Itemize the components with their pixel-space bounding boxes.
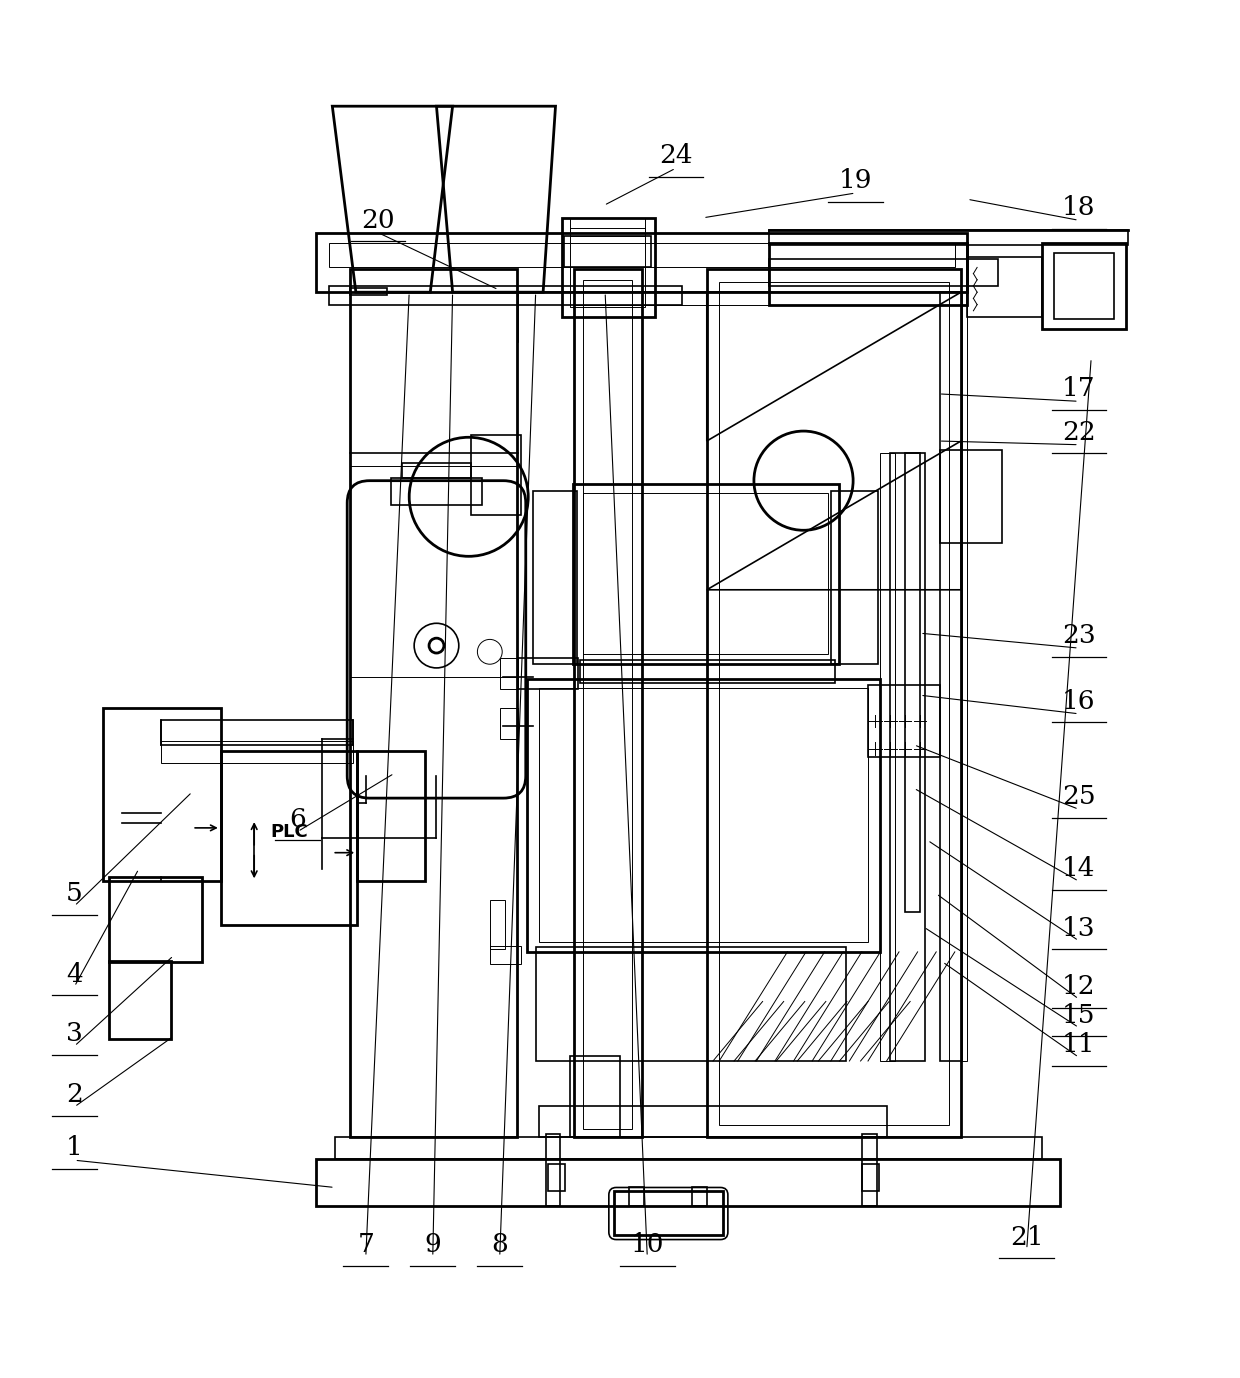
Bar [890, 453, 925, 1061]
Bar [316, 1159, 1060, 1206]
Bar [905, 453, 920, 912]
Bar [221, 751, 357, 925]
Bar [570, 227, 645, 307]
Text: 17: 17 [1061, 376, 1096, 401]
Text: 21: 21 [1009, 1225, 1044, 1250]
Bar [719, 282, 949, 1126]
Bar [1054, 252, 1114, 320]
Bar [862, 1164, 879, 1191]
Bar [329, 287, 682, 305]
Text: 16: 16 [1061, 689, 1096, 714]
Text: 5: 5 [66, 881, 83, 907]
Bar [161, 741, 353, 763]
Bar [161, 719, 353, 744]
Bar [769, 259, 998, 287]
Bar [880, 453, 895, 1061]
Bar [548, 1164, 565, 1191]
Bar [536, 947, 846, 1061]
Bar [573, 485, 839, 664]
Bar [583, 493, 828, 655]
Bar [357, 751, 425, 881]
Text: 3: 3 [66, 1021, 83, 1046]
Bar [471, 435, 521, 515]
Bar [402, 463, 471, 478]
Bar [580, 660, 835, 683]
Bar [103, 707, 221, 881]
Bar [350, 288, 387, 295]
Text: 11: 11 [1061, 1032, 1096, 1057]
Text: 14: 14 [1061, 856, 1096, 882]
Text: 8: 8 [491, 1232, 508, 1257]
Bar [109, 960, 171, 1039]
Text: 20: 20 [361, 208, 396, 233]
Bar [692, 1188, 707, 1206]
Bar [967, 258, 1042, 317]
Text: PLC: PLC [270, 823, 308, 841]
Bar [940, 292, 962, 1061]
Text: 25: 25 [1061, 784, 1096, 809]
Text: 4: 4 [66, 962, 83, 987]
Bar [769, 243, 967, 305]
Bar [350, 269, 517, 1137]
Text: 19: 19 [838, 168, 873, 193]
Text: 6: 6 [289, 806, 306, 832]
Bar [862, 1134, 877, 1206]
Text: 23: 23 [1061, 623, 1096, 648]
Bar [518, 659, 578, 689]
Bar [391, 478, 482, 506]
Bar [500, 707, 518, 739]
Bar [564, 237, 651, 267]
Bar [490, 945, 521, 965]
Text: 15: 15 [1061, 1003, 1096, 1028]
Text: 18: 18 [1061, 196, 1096, 220]
Text: 12: 12 [1061, 974, 1096, 999]
Bar [769, 230, 1128, 245]
Bar [570, 1056, 620, 1137]
Bar [1042, 243, 1126, 329]
Bar [500, 659, 518, 689]
Bar [574, 269, 642, 1137]
Bar [868, 685, 940, 757]
Bar [961, 292, 967, 1061]
Bar [707, 269, 961, 1137]
Text: 22: 22 [1061, 420, 1096, 445]
Bar [583, 280, 632, 1129]
Text: 1: 1 [66, 1135, 83, 1160]
Bar [539, 1105, 887, 1137]
Bar [316, 233, 967, 292]
Bar [614, 1191, 723, 1235]
Text: 2: 2 [66, 1082, 83, 1107]
Bar [335, 1137, 1042, 1159]
Bar [109, 878, 202, 962]
Text: 24: 24 [658, 143, 693, 168]
Bar [539, 688, 868, 943]
Bar [546, 1134, 560, 1206]
Bar [490, 900, 505, 949]
Bar [562, 218, 655, 317]
Bar [329, 243, 955, 267]
Text: 10: 10 [630, 1232, 665, 1257]
Text: 13: 13 [1061, 916, 1096, 941]
Text: 7: 7 [357, 1232, 374, 1257]
Bar [629, 1188, 644, 1206]
Bar [831, 491, 878, 664]
Bar [940, 449, 1002, 543]
Bar [570, 218, 645, 237]
Text: 9: 9 [424, 1232, 441, 1257]
Bar [527, 679, 880, 952]
Bar [533, 491, 577, 664]
